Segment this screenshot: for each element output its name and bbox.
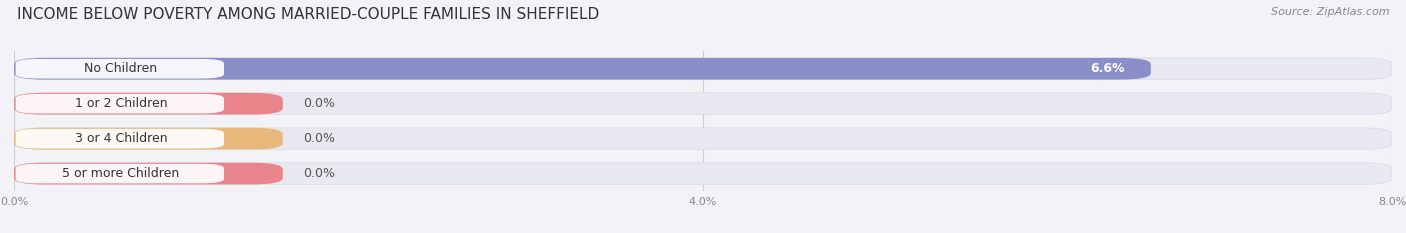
FancyBboxPatch shape [15, 59, 224, 79]
FancyBboxPatch shape [14, 128, 283, 150]
Text: 0.0%: 0.0% [304, 97, 336, 110]
FancyBboxPatch shape [14, 58, 1392, 80]
Text: INCOME BELOW POVERTY AMONG MARRIED-COUPLE FAMILIES IN SHEFFIELD: INCOME BELOW POVERTY AMONG MARRIED-COUPL… [17, 7, 599, 22]
Text: 0.0%: 0.0% [304, 132, 336, 145]
FancyBboxPatch shape [14, 93, 283, 115]
Text: 5 or more Children: 5 or more Children [62, 167, 180, 180]
Text: 0.0%: 0.0% [304, 167, 336, 180]
FancyBboxPatch shape [14, 163, 283, 185]
FancyBboxPatch shape [15, 129, 224, 148]
Text: 6.6%: 6.6% [1091, 62, 1125, 75]
FancyBboxPatch shape [15, 94, 224, 113]
Text: Source: ZipAtlas.com: Source: ZipAtlas.com [1271, 7, 1389, 17]
FancyBboxPatch shape [14, 163, 1392, 185]
FancyBboxPatch shape [14, 93, 1392, 115]
Text: No Children: No Children [84, 62, 157, 75]
Text: 1 or 2 Children: 1 or 2 Children [75, 97, 167, 110]
FancyBboxPatch shape [15, 164, 224, 183]
Text: 3 or 4 Children: 3 or 4 Children [75, 132, 167, 145]
FancyBboxPatch shape [14, 58, 1150, 80]
FancyBboxPatch shape [14, 128, 1392, 150]
